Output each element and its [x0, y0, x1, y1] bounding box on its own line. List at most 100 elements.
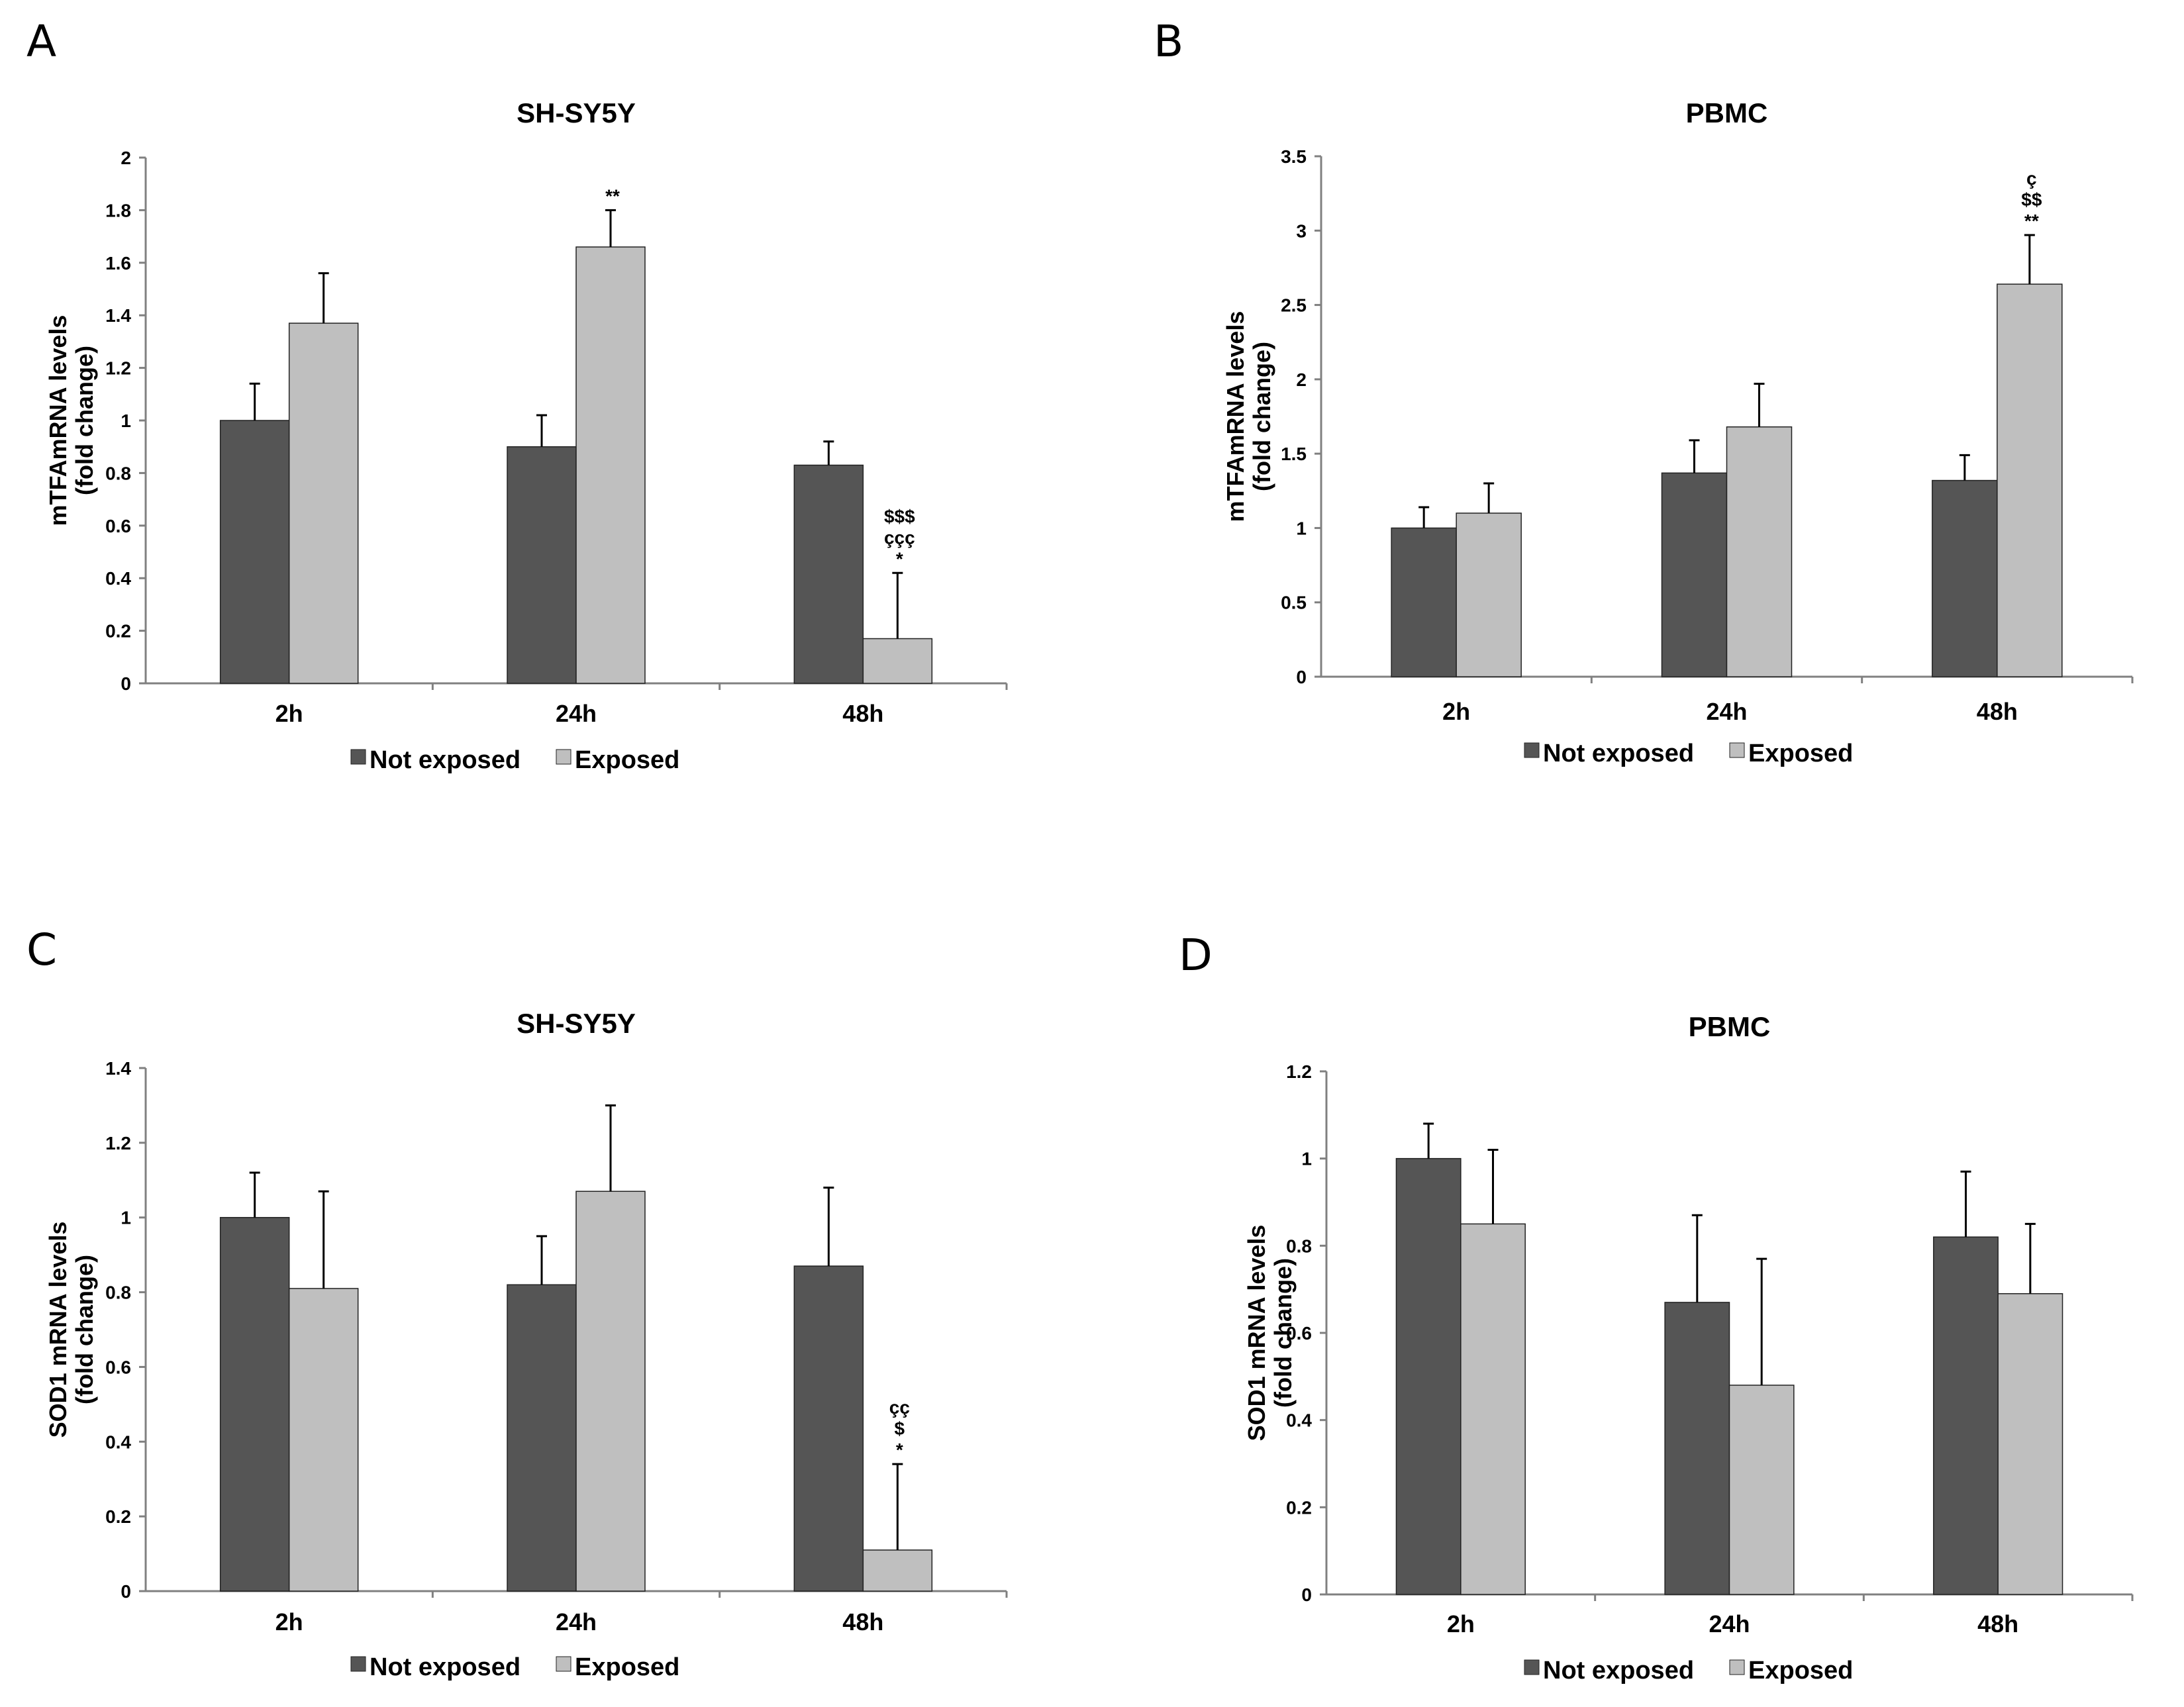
y-tick-label: 0 — [1296, 667, 1307, 687]
legend-swatch-exposed — [1729, 1659, 1745, 1675]
chart-panel-a: A SH-SY5Y 0 0.2 0.4 0.6 0.8 1 1.2 1.4 1.6 1.8 2 mTFAm… — [26, 16, 1008, 774]
significance-label: * — [896, 548, 903, 569]
legend-swatch-exposed — [1729, 742, 1745, 758]
legend: Not exposed Exposed — [1524, 1657, 1853, 1684]
panel-letter: B — [1154, 16, 1183, 67]
bar-exposed — [575, 246, 646, 684]
legend-label-not-exposed: Not exposed — [1543, 740, 1694, 767]
x-tick-label: 24h — [556, 700, 597, 727]
legend-swatch-not-exposed — [1524, 742, 1540, 758]
y-tick-label: 1 — [121, 411, 131, 431]
bar-exposed — [288, 1288, 359, 1592]
bar-not-exposed — [507, 446, 577, 684]
y-tick-label: 0 — [121, 673, 131, 694]
y-tick-label: 0 — [121, 1581, 131, 1602]
significance-label: ** — [605, 185, 620, 206]
y-tick-label: 0.4 — [1286, 1410, 1312, 1431]
y-tick-label: 1.2 — [1286, 1061, 1312, 1082]
panel-letter: C — [26, 924, 57, 975]
bar-exposed — [1997, 1293, 2063, 1595]
x-tick-label: 48h — [842, 700, 883, 727]
y-tick-label: 1 — [121, 1208, 131, 1228]
x-tick-label: 48h — [1977, 1610, 2018, 1637]
y-axis-title: SOD1 mRNA levels(fold change) — [44, 1222, 98, 1438]
bar-not-exposed — [793, 1265, 864, 1592]
bar-exposed — [862, 638, 933, 684]
legend-label-exposed: Exposed — [1748, 1657, 1853, 1684]
y-tick-label: 2 — [121, 148, 131, 168]
x-tick-label: 2h — [275, 1608, 303, 1635]
x-tick-label: 2h — [1447, 1610, 1475, 1637]
legend-label-not-exposed: Not exposed — [370, 746, 521, 774]
y-tick-label: 3 — [1296, 220, 1307, 241]
y-tick-label: 0.6 — [105, 516, 131, 536]
y-axis-title: mTFAmRNA levels(fold change) — [44, 315, 98, 526]
panel-letter: A — [26, 16, 56, 67]
y-tick-label: 0.5 — [1281, 593, 1307, 613]
legend: Not exposed Exposed — [1524, 740, 1853, 767]
y-tick-label: 0.2 — [105, 621, 131, 642]
y-tick-label: 0.6 — [1286, 1323, 1312, 1343]
bar-not-exposed — [219, 420, 290, 684]
bar-not-exposed — [1661, 472, 1728, 677]
significance-label: $ — [895, 1418, 905, 1439]
y-tick-label: 0.4 — [105, 568, 131, 589]
y-axis-title: SOD1 mRNA levels(fold change) — [1243, 1225, 1297, 1441]
bar-not-exposed — [219, 1216, 290, 1592]
legend-label-exposed: Exposed — [1748, 740, 1853, 767]
bar-exposed — [1460, 1223, 1526, 1595]
bar-not-exposed — [1664, 1302, 1730, 1595]
legend-swatch-not-exposed — [1524, 1659, 1540, 1675]
y-tick-label: 0.2 — [105, 1506, 131, 1527]
x-tick-label: 2h — [1442, 698, 1470, 725]
y-tick-label: 1.6 — [105, 253, 131, 273]
significance-label: ** — [2024, 211, 2039, 231]
y-tick-label: 1.8 — [105, 200, 131, 220]
legend-label-not-exposed: Not exposed — [370, 1653, 521, 1681]
legend-swatch-not-exposed — [350, 749, 366, 765]
significance-label: ç — [2026, 168, 2037, 189]
chart-title: SH-SY5Y — [517, 97, 636, 128]
significance-label: * — [896, 1439, 903, 1460]
chart-title: SH-SY5Y — [517, 1008, 636, 1039]
legend-swatch-not-exposed — [350, 1656, 366, 1672]
y-tick-label: 2.5 — [1281, 295, 1307, 316]
y-tick-label: 1.4 — [105, 305, 131, 326]
bar-not-exposed — [1391, 527, 1457, 677]
x-tick-label: 2h — [275, 700, 303, 727]
x-tick-label: 24h — [1709, 1610, 1750, 1637]
bar-exposed — [1728, 1385, 1795, 1595]
significance-label: çç — [889, 1397, 910, 1418]
bar-not-exposed — [1395, 1157, 1462, 1595]
bar-exposed — [575, 1191, 646, 1592]
x-tick-label: 48h — [1977, 698, 2018, 725]
y-tick-label: 1 — [1301, 1149, 1312, 1169]
legend-swatch-exposed — [556, 749, 571, 765]
y-tick-label: 0.2 — [1286, 1497, 1312, 1518]
chart-panel-b: B PBMC 0 0.5 1 1.5 2 2.5 3 3.5 mTFAmRNA levels(fol… — [1154, 16, 2134, 767]
y-tick-label: 1.4 — [105, 1058, 131, 1079]
y-tick-label: 0.4 — [105, 1432, 131, 1452]
chart-panel-d: D PBMC 0 0.2 0.4 0.6 0.8 1 1.2 SOD1 mRNA levels(f… — [1179, 930, 2134, 1684]
y-tick-label: 0.8 — [105, 1283, 131, 1303]
panel-letter: D — [1179, 930, 1213, 981]
y-axis-title: mTFAmRNA levels(fold change) — [1222, 311, 1275, 522]
x-tick-label: 48h — [842, 1608, 883, 1635]
legend: Not exposed Exposed — [350, 1653, 679, 1681]
chart-title: PBMC — [1686, 97, 1768, 128]
legend-label-exposed: Exposed — [575, 1653, 679, 1681]
y-tick-label: 1.5 — [1281, 444, 1307, 464]
bar-not-exposed — [1933, 1236, 1999, 1595]
x-tick-label: 24h — [556, 1608, 597, 1635]
bar-exposed — [1726, 426, 1793, 677]
x-tick-label: 24h — [1706, 698, 1747, 725]
y-tick-label: 2 — [1296, 369, 1307, 390]
y-tick-label: 0.6 — [105, 1357, 131, 1377]
bar-not-exposed — [1932, 479, 1998, 677]
bar-not-exposed — [793, 464, 864, 684]
chart-title: PBMC — [1689, 1011, 1771, 1042]
bar-exposed — [288, 322, 359, 684]
bar-exposed — [862, 1549, 933, 1592]
legend-label-exposed: Exposed — [575, 746, 679, 774]
y-tick-label: 1.2 — [105, 358, 131, 379]
